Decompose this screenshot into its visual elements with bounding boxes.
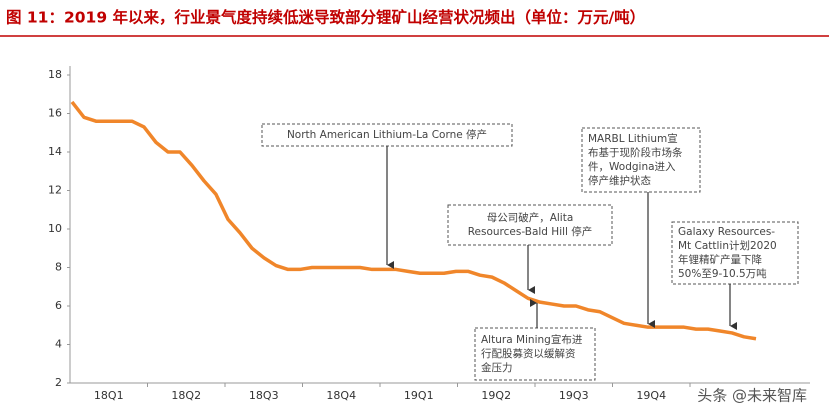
line-series: [70, 100, 757, 341]
annotation-text: Altura Mining宣布进: [481, 333, 583, 346]
x-tick-label: 19Q3: [559, 389, 589, 402]
chart-title: 图 11：2019 年以来，行业景气度持续低迷导致部分锂矿山经营状况频出（单位：…: [6, 8, 645, 27]
y-tick-label: 2: [55, 376, 62, 389]
x-tick-label: 19Q4: [636, 389, 666, 402]
y-tick-label: 16: [48, 107, 62, 120]
annotation-box: [447, 204, 613, 246]
x-tick-label: 18Q4: [326, 389, 356, 402]
annotation-text: 金压力: [481, 361, 513, 374]
y-tick-label: 8: [55, 261, 62, 274]
watermark: 头条 @未来智库: [697, 387, 807, 405]
annotation-text: 母公司破产，Alita: [487, 211, 574, 224]
annotation-text: 布基于现阶段市场条: [588, 146, 683, 159]
y-tick-label: 6: [55, 299, 62, 312]
annotation-text: 件，Wodgina进入: [588, 161, 676, 173]
y-tick-label: 10: [48, 222, 62, 235]
y-tick-label: 14: [48, 145, 62, 158]
y-tick-label: 4: [55, 338, 62, 351]
annotation-text: 行配股募资以缓解资: [481, 347, 576, 360]
annotation-box: [671, 221, 799, 285]
x-tick-label: 18Q2: [171, 389, 201, 402]
y-tick-label: 12: [48, 184, 62, 197]
annotation-text: North American Lithium-La Corne 停产: [287, 128, 487, 141]
x-tick-label: 19Q2: [481, 389, 511, 402]
annotation-text: 停产维护状态: [588, 174, 651, 187]
annotation-text: MARBL Lithium宣: [588, 132, 678, 145]
annotation-text: 年锂精矿产量下降: [678, 253, 762, 266]
annotation-box: [581, 127, 701, 193]
y-tick-label: 18: [48, 68, 62, 81]
annotation-box: [474, 327, 596, 381]
annotation-text: Mt Cattlin计划2020: [678, 239, 777, 252]
annotation-text: Galaxy Resources-: [678, 226, 775, 238]
x-tick-label: 18Q3: [249, 389, 279, 402]
annotation-text: 50%至9-10.5万吨: [678, 267, 767, 280]
x-tick-label: 18Q1: [94, 389, 124, 402]
x-tick-label: 19Q1: [404, 389, 434, 402]
annotation-text: Resources-Bald Hill 停产: [468, 225, 593, 238]
